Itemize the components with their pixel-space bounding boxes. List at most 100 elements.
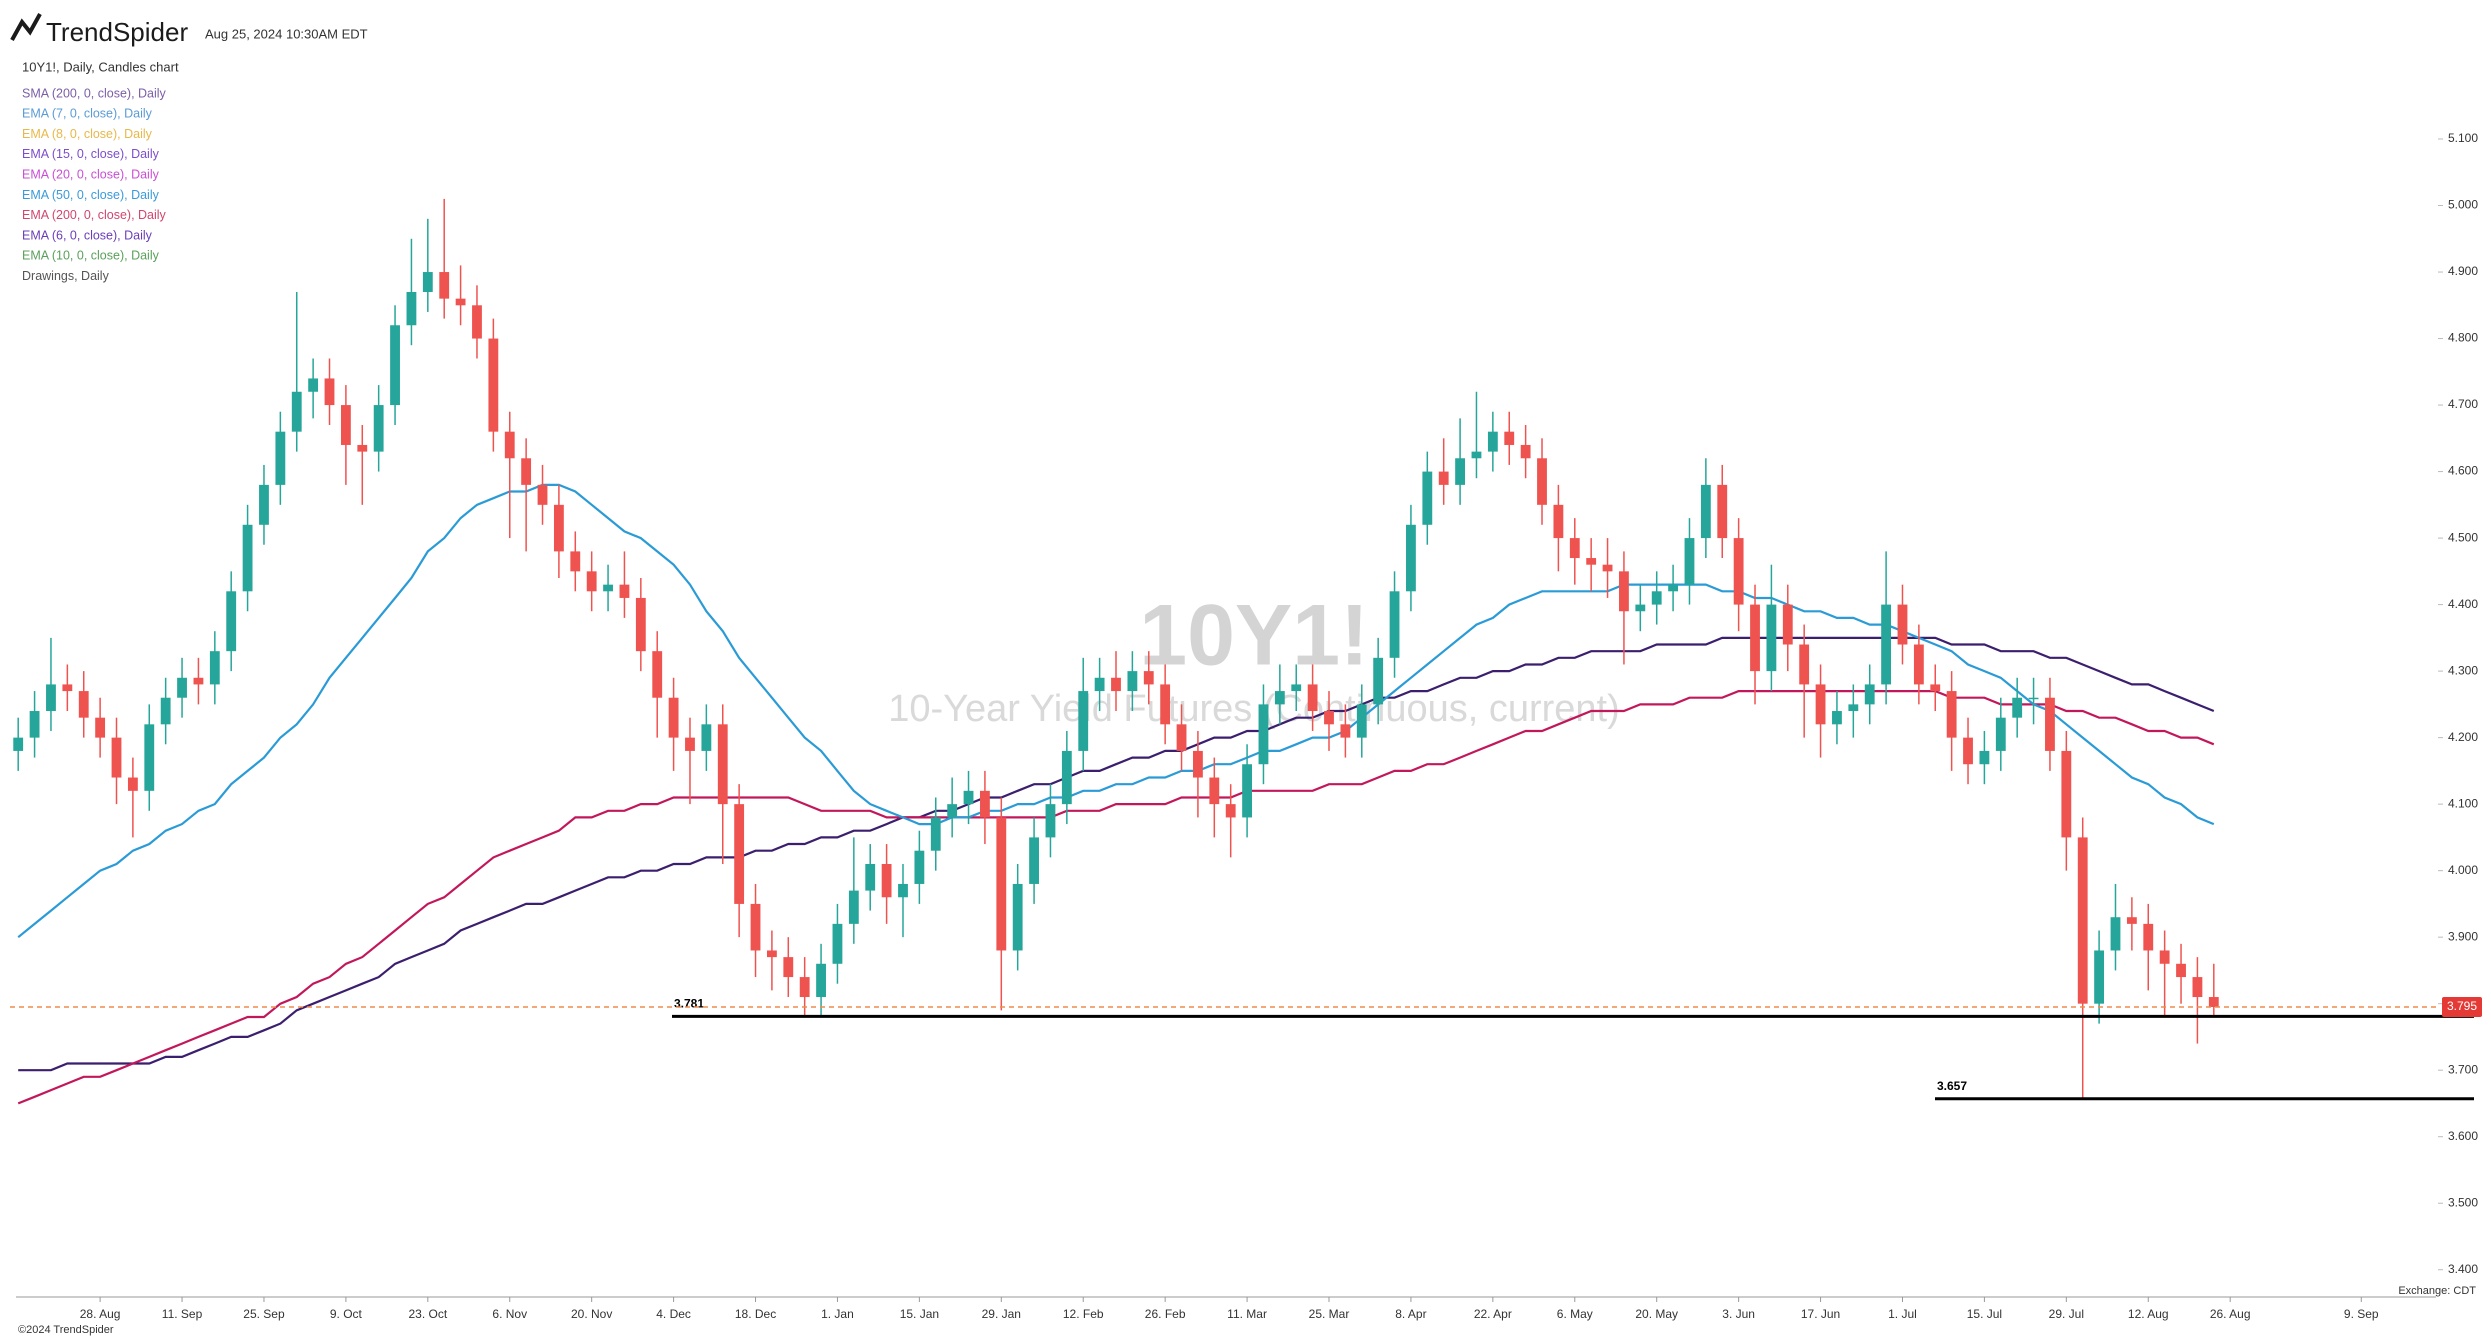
candle-body [652,651,663,698]
candle-body [2143,923,2154,951]
candle-body [2045,697,2055,751]
candle-body [177,677,187,698]
candle-body [1995,717,2006,751]
watermark: 10Y1! [1139,588,1369,684]
legend-entry: EMA (8, 0, close), Daily [22,127,153,141]
logo-icon [10,13,42,41]
y-tick-label: 4.000 [2448,863,2478,877]
candle-body [209,651,220,685]
candle-body [1782,604,1793,645]
candle-body [1668,584,1679,592]
x-tick-label: 20. Nov [571,1307,612,1321]
candle-body [2176,963,2186,978]
candle-body [193,677,204,685]
x-tick-label: 17. Jun [1801,1307,1840,1321]
candle-body [570,551,581,572]
y-tick-label: 4.400 [2448,597,2478,611]
candle-body [1455,458,1465,485]
candle-body [1700,484,1711,539]
x-tick-label: 26. Feb [1145,1307,1186,1321]
candle-body [1930,684,1941,692]
candle-body [95,717,106,738]
candle-body [1258,704,1269,765]
candle-body [603,584,613,592]
candle-body [750,903,761,951]
candle-body [865,864,876,891]
candle-body [2192,977,2203,998]
x-tick-label: 1. Jan [821,1307,854,1321]
candle-body [1111,677,1121,692]
candle-body [1832,711,1842,725]
y-tick-label: 4.300 [2448,663,2478,677]
candle-body [2012,697,2023,718]
x-tick-label: 9. Oct [330,1307,363,1321]
indicator-line [17,483,2215,939]
x-tick-label: 12. Aug [2128,1307,2169,1321]
candle-body [1684,538,1695,585]
candle-body [1373,657,1384,705]
candle-body [2028,697,2039,700]
candle-body [2126,917,2137,924]
candle-body [2110,917,2121,951]
y-tick-label: 3.700 [2448,1062,2478,1076]
candle-body [898,883,908,898]
x-tick-label: 26. Aug [2210,1307,2251,1321]
candle-body [1061,750,1072,805]
copyright: ©2024 TrendSpider [18,1324,114,1336]
candle-body [783,957,794,978]
logo-text: TrendSpider [46,17,188,47]
candle-body [1045,804,1056,838]
candle-body [816,963,826,998]
candle-body [2061,750,2072,838]
x-tick-label: 8. Apr [1395,1307,1426,1321]
candle-body [963,790,974,805]
candle-body [1078,691,1089,751]
candle-body [766,950,777,958]
candle-body [1963,737,1973,765]
candle-body [1602,564,1613,572]
candle-body [980,790,990,818]
x-tick-label: 11. Sep [162,1307,203,1321]
candle-body [1291,684,1302,692]
y-tick-label: 3.600 [2448,1129,2478,1143]
candle-body [1651,591,1662,605]
y-tick-label: 4.600 [2448,464,2478,478]
y-tick-label: 4.100 [2448,796,2478,810]
candle-body [111,737,122,778]
candle-body [1242,764,1252,818]
candle-body [1635,604,1646,612]
x-tick-label: 3. Jun [1722,1307,1755,1321]
watermark-subtitle: 10-Year Yield Futures (Continuous, curre… [888,688,1620,730]
candle-body [2159,950,2170,964]
y-tick-label: 3.400 [2448,1262,2478,1276]
y-tick-label: 4.700 [2448,397,2478,411]
candle-body [472,305,482,339]
candle-body [685,737,695,751]
candle-body [881,864,892,898]
candle-body [390,325,400,406]
candle-body [734,804,745,904]
x-tick-label: 15. Jul [1967,1307,2002,1321]
candle-body [1733,538,1744,605]
x-tick-label: 25. Sep [243,1307,285,1321]
candle-body [291,391,302,432]
last-price-label: 3.795 [2447,999,2477,1013]
candle-body [1471,451,1482,459]
candle-body [357,444,368,452]
candle-body [537,484,548,505]
candle-body [1766,604,1777,672]
candle-body [488,338,499,432]
candle-body [1160,684,1171,725]
candle-body [1799,644,1810,685]
candle-body [521,458,532,485]
legend-entry: EMA (6, 0, close), Daily [22,228,153,242]
candle-body [1487,431,1498,452]
x-tick-label: 11. Mar [1227,1307,1267,1321]
legend-entry: SMA (200, 0, close), Daily [22,86,167,100]
candle-body [226,591,237,652]
candle-body [1029,837,1039,884]
candle-body [1209,777,1220,805]
y-tick-label: 5.000 [2448,198,2478,212]
candle-body [1193,750,1203,778]
